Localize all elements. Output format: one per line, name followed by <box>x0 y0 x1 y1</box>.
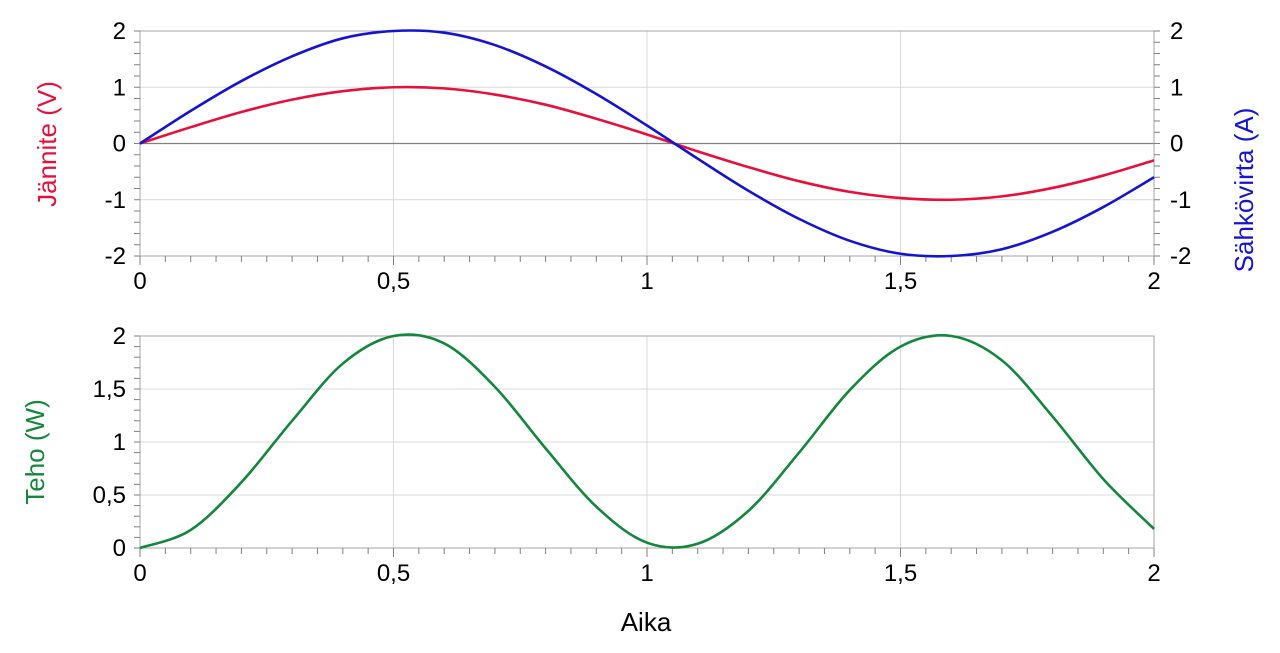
x-tick-label: 2 <box>1147 560 1160 587</box>
left-y-tick-label: 2 <box>113 18 126 45</box>
x-tick-label: 1 <box>640 268 653 295</box>
left-y-tick-label: -2 <box>105 243 126 270</box>
x-tick-label: 0,5 <box>377 560 410 587</box>
x-tick-label: 1,5 <box>884 268 917 295</box>
top-left-y-axis-title: Jännite (V) <box>32 81 62 207</box>
left-y-tick-label: 0 <box>113 535 126 562</box>
right-y-tick-label: 1 <box>1170 74 1183 101</box>
left-y-tick-label: 2 <box>113 323 126 350</box>
left-y-tick-label: -1 <box>105 187 126 214</box>
x-tick-label: 0 <box>133 268 146 295</box>
x-tick-label: 0 <box>133 560 146 587</box>
left-y-tick-label: 1 <box>113 74 126 101</box>
current-series-line <box>139 29 1155 258</box>
left-y-tick-label: 1,5 <box>93 376 126 403</box>
right-y-tick-label: -2 <box>1170 243 1191 270</box>
right-y-tick-label: -1 <box>1170 187 1191 214</box>
left-y-tick-label: 0,5 <box>93 482 126 509</box>
bottom-chart-panel: 0 0,5 1 1,5 2 0 0,5 1 1,5 2 <box>93 323 1161 587</box>
bottom-y-axis-title: Teho (W) <box>20 399 50 504</box>
x-tick-label: 2 <box>1147 268 1160 295</box>
left-y-tick-label: 0 <box>113 131 126 158</box>
voltage-series-line <box>139 85 1155 202</box>
x-tick-label: 1 <box>640 560 653 587</box>
x-tick-label: 1,5 <box>884 560 917 587</box>
left-y-tick-label: 1 <box>113 429 126 456</box>
power-series-line <box>139 333 1155 550</box>
x-axis-title: Aika <box>621 607 672 637</box>
x-tick-label: 0,5 <box>377 268 410 295</box>
right-y-tick-label: 0 <box>1170 131 1183 158</box>
top-chart-panel: 0 0,5 1 1,5 2 -2 -1 0 1 2 -2 -1 0 1 2 <box>105 18 1192 295</box>
right-y-tick-label: 2 <box>1170 18 1183 45</box>
top-right-y-axis-title: Sähkövirta (A) <box>1229 108 1259 273</box>
